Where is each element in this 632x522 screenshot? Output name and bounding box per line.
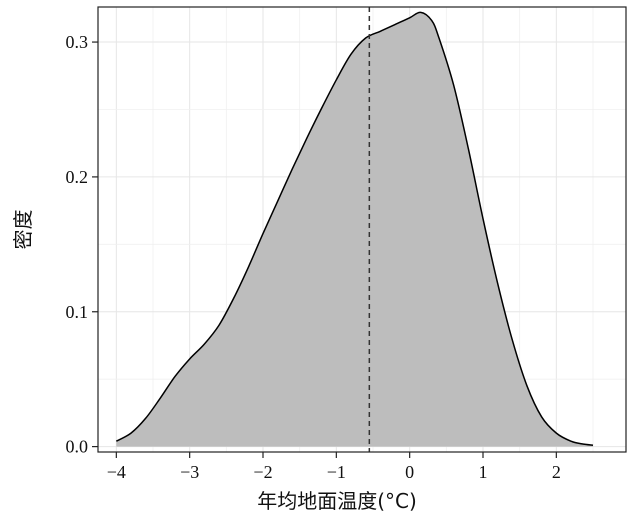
- y-tick-label: 0.0: [66, 437, 89, 457]
- y-axis-title: 密度: [11, 210, 35, 250]
- plot-border: [97, 6, 627, 453]
- y-tick-label: 0.2: [66, 167, 89, 187]
- x-axis-title: 年均地面温度(°C): [257, 489, 417, 513]
- y-axis: 0.0 0.1 0.2 0.3: [66, 32, 98, 457]
- x-axis: −4 −3 −2 −1 0 1 2: [107, 452, 561, 482]
- x-tick-label: −2: [253, 462, 272, 482]
- x-tick-label: 2: [552, 462, 561, 482]
- x-tick-label: −1: [327, 462, 346, 482]
- x-tick-label: −3: [180, 462, 199, 482]
- x-tick-label: −4: [107, 462, 126, 482]
- x-tick-label: 1: [479, 462, 488, 482]
- density-area: [116, 12, 593, 447]
- y-tick-label: 0.3: [66, 32, 89, 52]
- y-tick-label: 0.1: [66, 302, 89, 322]
- density-curve: [115, 11, 594, 447]
- x-tick-label: 0: [405, 462, 414, 482]
